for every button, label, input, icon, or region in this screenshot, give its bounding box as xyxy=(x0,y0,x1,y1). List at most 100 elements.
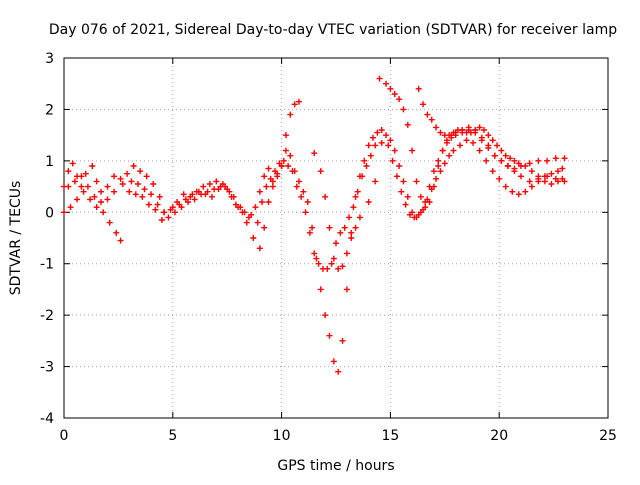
data-point-s2 xyxy=(91,193,98,200)
x-tick-label: 0 xyxy=(60,428,69,444)
data-point-s0 xyxy=(387,137,394,144)
data-point-s0 xyxy=(156,193,163,200)
x-tick-label: 15 xyxy=(381,428,399,444)
data-point-s0 xyxy=(369,134,376,141)
data-point-s1 xyxy=(343,250,350,257)
data-point-s1 xyxy=(435,163,442,169)
data-point-s1 xyxy=(504,163,511,169)
data-point-s1 xyxy=(339,263,346,270)
data-point-s0 xyxy=(282,147,289,154)
data-point-s1 xyxy=(387,85,394,92)
data-point-s3 xyxy=(507,155,514,162)
data-point-s1 xyxy=(400,106,407,113)
data-point-s1 xyxy=(413,178,420,185)
data-point-s0 xyxy=(309,224,316,231)
data-point-s1 xyxy=(544,157,551,164)
data-point-s2 xyxy=(71,178,78,185)
data-point-s0 xyxy=(526,178,533,185)
data-point-s2 xyxy=(402,201,409,208)
data-point-s2 xyxy=(509,188,516,195)
y-tick-label: -4 xyxy=(40,411,54,427)
data-point-s1 xyxy=(61,209,67,216)
data-point-s1 xyxy=(139,193,146,200)
data-point-s2 xyxy=(134,181,141,187)
data-point-s2 xyxy=(428,186,435,193)
data-point-s1 xyxy=(552,155,559,162)
data-point-s2 xyxy=(324,265,331,272)
data-point-s2 xyxy=(433,175,440,182)
data-point-s2 xyxy=(119,181,126,187)
data-point-s0 xyxy=(383,132,390,139)
data-point-s1 xyxy=(404,121,411,128)
data-point-s1 xyxy=(287,111,294,118)
data-point-s1 xyxy=(417,193,424,200)
data-point-s2 xyxy=(189,191,196,198)
data-point-s1 xyxy=(191,196,198,203)
data-point-s2 xyxy=(259,199,266,205)
data-point-s1 xyxy=(274,173,281,180)
data-point-s2 xyxy=(483,157,490,164)
data-point-s1 xyxy=(250,235,257,241)
data-point-s1 xyxy=(383,80,390,87)
data-point-s2 xyxy=(424,196,431,203)
data-point-s2 xyxy=(111,188,118,195)
data-point-s2 xyxy=(280,157,287,164)
data-point-s2 xyxy=(496,175,503,182)
x-tick-label: 10 xyxy=(273,428,291,444)
data-point-s2 xyxy=(176,201,183,208)
data-point-s2 xyxy=(350,204,357,211)
data-point-s2 xyxy=(202,191,209,198)
data-point-s3 xyxy=(489,137,496,144)
axis-ticks: 0 5 10 15 20 25 -4 -3 -2 -1 0 1 2 3 xyxy=(40,51,617,444)
data-point-s2 xyxy=(341,224,348,231)
data-point-s0 xyxy=(430,168,437,175)
data-point-s2 xyxy=(515,191,522,198)
data-point-s2 xyxy=(406,211,413,218)
data-point-s1 xyxy=(439,147,446,154)
data-point-s0 xyxy=(200,183,207,190)
data-point-s2 xyxy=(154,201,161,208)
data-point-s3 xyxy=(541,178,548,185)
data-point-s0 xyxy=(317,286,324,293)
data-point-s1 xyxy=(372,178,379,185)
data-point-s2 xyxy=(489,168,496,175)
data-point-s3 xyxy=(485,132,492,139)
data-point-s2 xyxy=(548,170,555,177)
data-point-s1 xyxy=(352,224,359,231)
data-point-s2 xyxy=(267,175,274,182)
data-point-s2 xyxy=(354,188,361,195)
data-point-s2 xyxy=(208,193,215,200)
data-point-s2 xyxy=(450,147,457,154)
data-marks xyxy=(61,75,568,375)
data-point-s1 xyxy=(265,199,272,205)
data-point-s0 xyxy=(287,152,294,159)
data-point-s1 xyxy=(409,147,416,154)
data-point-s2 xyxy=(315,260,322,267)
data-point-s1 xyxy=(491,152,498,159)
data-point-s2 xyxy=(359,173,366,180)
data-point-s0 xyxy=(252,204,259,211)
data-point-s3 xyxy=(554,178,561,185)
data-point-s0 xyxy=(313,255,320,262)
data-point-s2 xyxy=(228,193,235,200)
data-point-s1 xyxy=(365,199,372,205)
data-point-s1 xyxy=(396,96,403,103)
data-point-s1 xyxy=(100,209,107,216)
data-point-s0 xyxy=(256,188,263,195)
data-point-s2 xyxy=(298,193,305,200)
y-tick-label: 3 xyxy=(45,51,54,67)
data-point-s3 xyxy=(480,127,487,133)
data-point-s2 xyxy=(398,188,405,195)
data-point-s0 xyxy=(150,181,157,187)
data-point-s2 xyxy=(84,183,91,190)
data-point-s0 xyxy=(261,173,268,180)
data-point-s3 xyxy=(433,124,440,131)
data-point-s2 xyxy=(441,160,448,167)
data-point-s1 xyxy=(117,237,124,244)
data-point-s3 xyxy=(498,147,505,154)
data-point-s1 xyxy=(67,204,74,211)
data-point-s3 xyxy=(494,142,501,149)
data-point-s1 xyxy=(243,219,250,226)
y-tick-label: 1 xyxy=(45,154,54,170)
data-point-s0 xyxy=(265,165,272,172)
